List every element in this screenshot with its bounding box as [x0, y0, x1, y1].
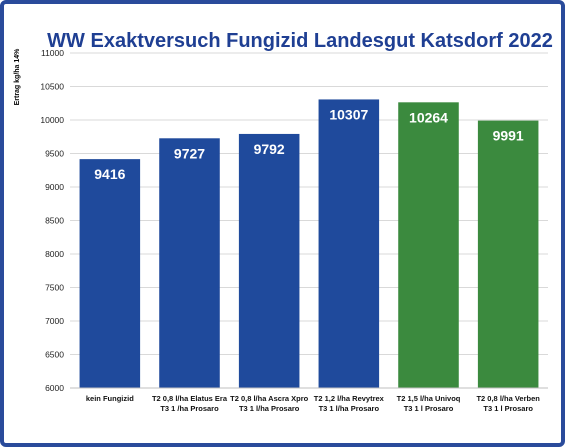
bar: [318, 99, 380, 388]
category-labels: kein Fungizid T2 0,8 l/ha Elatus Era T3 1 …: [86, 394, 540, 413]
x-category-label: T2 0,8 l/ha Elatus Era T3 1 /ha Prosaro: [152, 394, 228, 413]
bar: [477, 120, 539, 388]
x-category-label: T2 0,8 l/ha Ascra Xpro T3 1 l/ha Prosaro: [230, 394, 309, 413]
bars: [79, 99, 539, 388]
y-tick-label: 6000: [45, 383, 64, 393]
x-category-label: T2 0,8 l/ha Verben T3 1 l Prosaro: [476, 394, 540, 413]
y-axis-ticks: 6000 6500 7000 7500 8000 8500 9000 9500 10000 105…: [40, 48, 64, 393]
bar-value-label: 10264: [409, 109, 448, 125]
bar: [398, 102, 459, 388]
bar-value-label: 10307: [329, 106, 368, 122]
gridlines: [70, 52, 548, 389]
bar: [238, 133, 300, 388]
y-tick-label: 9000: [45, 182, 64, 192]
y-tick-label: 8500: [45, 216, 64, 226]
bar-value-label: 9792: [254, 141, 285, 157]
y-tick-label: 8000: [45, 249, 64, 259]
y-tick-label: 7500: [45, 283, 64, 293]
y-tick-label: 11000: [41, 48, 64, 58]
bar: [79, 159, 141, 388]
x-category-label: kein Fungizid: [86, 394, 134, 403]
x-category-label: T2 1,5 l/ha Univoq T3 1 l Prosaro: [397, 394, 461, 413]
y-tick-label: 9500: [45, 149, 64, 159]
chart-title: WW Exaktversuch Fungizid Landesgut Katsd…: [47, 30, 553, 52]
y-tick-label: 10500: [40, 82, 64, 92]
bar: [159, 138, 220, 388]
x-category-label: T2 1,2 l/ha Revytrex T3 1 l/ha Prosaro: [314, 394, 385, 413]
y-tick-label: 10000: [40, 115, 64, 125]
bar-value-label: 9991: [493, 128, 524, 144]
value-labels: 9416 9727 9792 10307 10264 9991: [94, 106, 524, 182]
bar-value-label: 9727: [174, 145, 205, 161]
bar-value-label: 9416: [94, 166, 125, 182]
y-tick-label: 7000: [45, 316, 64, 326]
y-tick-label: 6500: [45, 350, 64, 360]
